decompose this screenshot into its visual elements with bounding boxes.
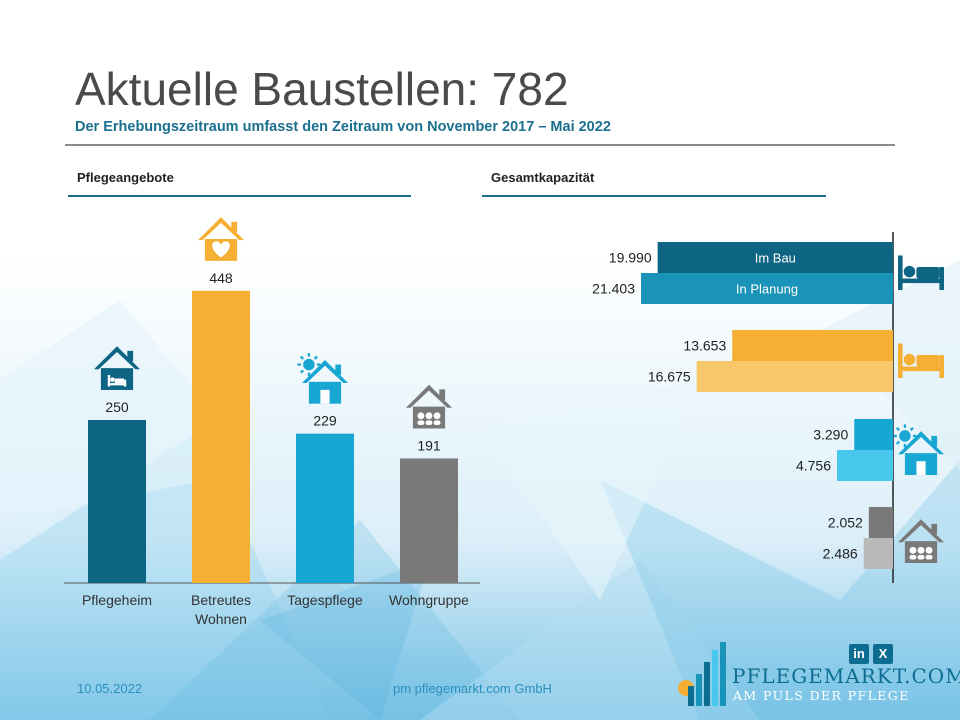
nursing-home-icon bbox=[94, 346, 140, 390]
hbar-im-bau-1 bbox=[657, 242, 893, 273]
section-title-pflegeangebote: Pflegeangebote bbox=[77, 170, 174, 185]
bar-betreutes-wohnen bbox=[192, 290, 250, 583]
bar-tagespflege bbox=[296, 433, 354, 583]
house-sun-icon bbox=[297, 353, 348, 404]
hbar-value-im-bau-1: 19.990 bbox=[609, 250, 652, 266]
bed-icon bbox=[898, 255, 944, 290]
page-subtitle: Der Erhebungszeitraum umfasst den Zeitra… bbox=[75, 119, 611, 135]
series-label-in-planung: In Planung bbox=[736, 282, 798, 297]
bar-pflegeheim bbox=[88, 419, 146, 583]
series-label-im-bau: Im Bau bbox=[755, 251, 796, 266]
hbar-im-bau-3 bbox=[854, 419, 893, 450]
bar-value-wohngruppe: 191 bbox=[417, 437, 441, 453]
hbar-value-in-planung-4: 2.486 bbox=[823, 546, 858, 562]
footer-company: pm pflegemarkt.com GmbH bbox=[393, 681, 552, 696]
hbar-in-planung-3 bbox=[837, 450, 893, 481]
section-divider-left bbox=[68, 195, 411, 197]
logo-tagline: AM PULS DER PFLEGE bbox=[733, 688, 910, 703]
hbar-value-in-planung-3: 4.756 bbox=[796, 458, 831, 474]
hbar-value-im-bau-4: 2.052 bbox=[828, 515, 863, 531]
house-heart-icon bbox=[198, 217, 244, 261]
xing-icon[interactable]: X bbox=[873, 644, 893, 664]
category-label-wohngruppe: Wohngruppe bbox=[389, 592, 469, 608]
hbar-in-planung-1 bbox=[641, 273, 893, 304]
bar-wohngruppe bbox=[400, 458, 458, 583]
house-sun-icon bbox=[893, 424, 944, 475]
title-divider bbox=[65, 144, 895, 146]
hbar-im-bau-4 bbox=[868, 507, 893, 538]
category-label-betreutes-wohnen: Wohnen bbox=[195, 611, 247, 627]
category-label-pflegeheim: Pflegeheim bbox=[82, 592, 152, 608]
hbar-value-in-planung-1: 21.403 bbox=[592, 281, 635, 297]
hbar-in-planung-2 bbox=[696, 361, 893, 392]
section-divider-right bbox=[482, 195, 826, 197]
hbar-value-im-bau-3: 3.290 bbox=[813, 427, 848, 443]
bar-value-tagespflege: 229 bbox=[313, 413, 337, 429]
house-group-icon bbox=[898, 519, 944, 563]
footer-date: 10.05.2022 bbox=[77, 681, 143, 696]
hbar-in-planung-4 bbox=[863, 538, 893, 569]
page-title: Aktuelle Baustellen: 782 bbox=[75, 63, 569, 115]
house-group-icon bbox=[406, 384, 452, 429]
hbar-value-im-bau-2: 13.653 bbox=[683, 338, 726, 354]
pflegemarkt-logo-mark bbox=[678, 642, 726, 706]
linkedin-icon[interactable]: in bbox=[849, 644, 869, 664]
logo-name: PFLEGEMARKT.COM bbox=[732, 664, 960, 688]
category-label-tagespflege: Tagespflege bbox=[287, 592, 363, 608]
bar-value-betreutes-wohnen: 448 bbox=[209, 270, 233, 286]
hbar-im-bau-2 bbox=[732, 330, 893, 361]
bed-icon bbox=[898, 343, 944, 378]
category-label-betreutes-wohnen: Betreutes bbox=[191, 592, 251, 608]
section-title-gesamtkapazitaet: Gesamtkapazität bbox=[491, 170, 595, 185]
bar-value-pflegeheim: 250 bbox=[105, 399, 129, 415]
hbar-value-in-planung-2: 16.675 bbox=[648, 369, 691, 385]
